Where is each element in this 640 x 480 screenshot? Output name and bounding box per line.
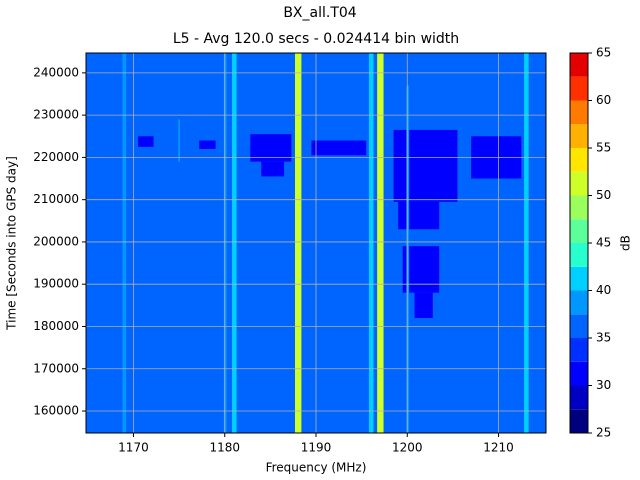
y-tick-label: 220000 [33,150,79,164]
colorbar-tick-label: 50 [596,188,611,202]
colorbar-label: dB [619,235,633,251]
heatmap-cell [406,85,410,433]
chart-title: BX_all.T04 [283,5,356,21]
colorbar-tick-label: 55 [596,141,611,155]
x-tick-label: 1210 [483,441,514,455]
colorbar-segment [570,409,588,433]
y-tick-label: 200000 [33,234,79,248]
heatmap-cell [524,53,529,433]
colorbar-segment [570,243,588,267]
colorbar-tick-label: 25 [596,426,611,440]
y-tick-label: 210000 [33,192,79,206]
colorbar-segment [570,76,588,101]
heatmap-cell [393,129,458,202]
colorbar-segment [570,219,588,243]
heatmap-cell [122,53,127,433]
colorbar-segment [570,290,588,315]
colorbar-segment [570,195,588,220]
x-tick-label: 1180 [209,441,240,455]
y-tick-label: 190000 [33,277,79,291]
heatmap-cell [138,136,154,147]
heatmap-cell [232,53,237,433]
x-tick-label: 1200 [392,441,423,455]
y-tick-label: 170000 [33,361,79,375]
y-tick-label: 240000 [33,65,79,79]
colorbar-tick-label: 65 [596,46,611,60]
colorbar-segment [570,100,588,125]
heatmap-cell [414,292,433,319]
colorbar-segment [570,124,588,148]
x-tick-label: 1170 [118,441,149,455]
chart-subtitle: L5 - Avg 120.0 secs - 0.024414 bin width [173,31,459,47]
colorbar-segment [570,338,588,362]
x-tick-label: 1190 [301,441,332,455]
heatmap-cell [199,140,216,149]
plot-frame [85,52,547,434]
colorbar-tick-label: 35 [596,331,611,345]
heatmap-cell [261,161,285,177]
x-axis-label: Frequency (MHz) [266,461,367,475]
y-tick-label: 230000 [33,108,79,122]
colorbar-segment [570,171,588,196]
heatmap-cell [178,119,181,162]
y-axis-label: Time [Seconds into GPS day] [5,156,19,331]
y-tick-label: 180000 [33,319,79,333]
heatmap-cell [295,53,302,433]
heatmap-cell [377,53,384,433]
colorbar-segment [570,314,588,338]
y-tick-label: 160000 [33,404,79,418]
colorbar-segment [570,148,588,172]
colorbar-segment [570,266,588,291]
heatmap-cell [368,53,374,433]
colorbar-segment [570,53,588,77]
colorbar-segment [570,361,588,386]
colorbar-segment [570,385,588,410]
heatmap-cell [398,201,440,230]
colorbar-tick-label: 30 [596,378,611,392]
colorbar-tick-label: 60 [596,93,611,107]
heatmap-cell [223,53,227,433]
colorbar-tick-label: 45 [596,236,611,250]
heatmap-cell [311,140,367,156]
colorbar-tick-label: 40 [596,283,611,297]
